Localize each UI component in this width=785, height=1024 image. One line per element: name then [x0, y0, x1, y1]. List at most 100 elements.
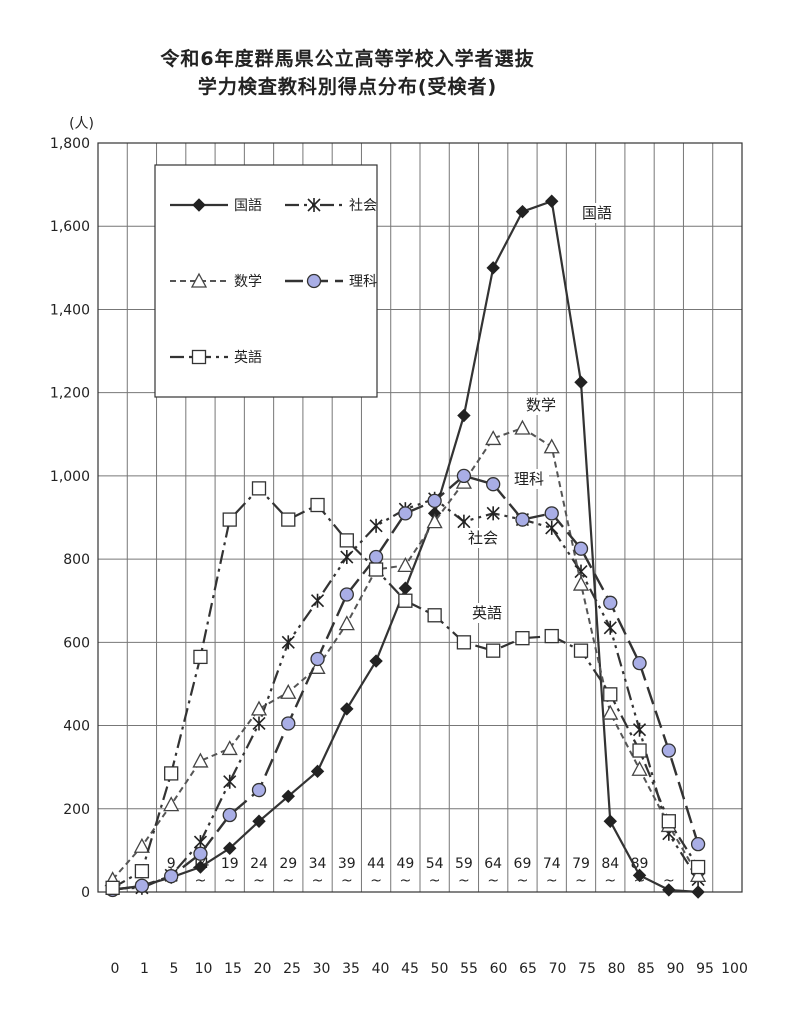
data-point	[222, 807, 237, 823]
x-tick-label: 20	[254, 961, 272, 977]
data-point	[603, 814, 617, 828]
series-label-bg	[509, 469, 549, 489]
series-label-bg	[521, 395, 561, 415]
bin-upper-label: 24	[250, 856, 268, 872]
x-tick-label: 50	[431, 961, 449, 977]
bin-tilde: ~	[282, 873, 294, 889]
legend-label: 国語	[234, 198, 262, 214]
x-tick-label: 45	[401, 961, 419, 977]
x-tick-label: 85	[637, 961, 655, 977]
data-point	[251, 782, 267, 798]
data-point	[427, 493, 442, 509]
bin-tilde: ~	[663, 873, 675, 889]
y-tick-label: 1,600	[50, 219, 90, 235]
data-point	[572, 575, 590, 591]
bin-tilde: ~	[487, 873, 499, 889]
bin-upper-label: 44	[367, 856, 385, 872]
legend-box	[154, 164, 378, 398]
x-tick-label: 5	[170, 961, 179, 977]
x-tick-label: 60	[490, 961, 508, 977]
data-point	[133, 837, 150, 853]
data-point	[632, 722, 647, 737]
data-point	[426, 513, 443, 529]
x-tick-label: 95	[696, 961, 714, 977]
data-point	[280, 683, 297, 699]
bin-upper-label: 9	[167, 856, 176, 872]
data-point	[398, 593, 413, 608]
data-point	[543, 438, 560, 454]
data-point	[164, 766, 179, 781]
data-point	[339, 533, 354, 548]
y-tick-label: 1,800	[50, 136, 90, 152]
x-tick-label: 90	[667, 961, 685, 977]
legend-marker	[190, 272, 208, 288]
data-point	[486, 261, 500, 275]
data-point	[456, 635, 472, 650]
bin-tilde: ~	[224, 873, 236, 889]
bin-tilde: ~	[429, 873, 441, 889]
x-tick-label: 35	[342, 961, 360, 977]
bin-tilde: ~	[546, 873, 558, 889]
data-point	[603, 687, 618, 702]
x-tick-label: 30	[313, 961, 331, 977]
data-point	[252, 716, 266, 731]
series-line-4	[112, 486, 700, 889]
bin-tilde: ~	[517, 873, 529, 889]
bin-upper-label: 69	[514, 856, 532, 872]
legend-marker	[192, 198, 206, 212]
data-point	[602, 704, 619, 720]
data-point	[515, 631, 530, 646]
y-tick-label: 1,000	[50, 469, 90, 485]
data-point	[368, 549, 384, 565]
chart-subtitle: 学力検査教科別得点分布(受検者)	[197, 76, 498, 98]
data-point	[105, 880, 120, 895]
legend-marker	[307, 198, 321, 212]
data-point	[514, 419, 531, 435]
data-point	[486, 643, 501, 658]
bin-tilde: ~	[604, 873, 616, 889]
data-point	[632, 868, 647, 883]
data-point	[368, 562, 384, 577]
y-tick-label: 200	[63, 802, 90, 818]
bin-upper-label: 19	[221, 856, 239, 872]
data-point	[134, 864, 150, 879]
data-point	[338, 615, 355, 631]
y-tick-label: 800	[63, 552, 90, 568]
bin-tilde: ~	[399, 873, 411, 889]
chart-title: 令和6年度群馬県公立高等学校入学者選抜	[160, 48, 535, 70]
data-point	[545, 194, 559, 208]
y-tick-label: 600	[63, 635, 90, 651]
data-point	[457, 514, 471, 529]
data-point	[163, 796, 180, 812]
x-tick-label: 10	[195, 961, 213, 977]
legend-label: 理科	[349, 274, 377, 290]
data-point	[515, 204, 530, 219]
bin-tilde: ~	[195, 873, 207, 889]
y-tick-label: 400	[63, 719, 90, 735]
series-line-3	[112, 474, 700, 892]
x-tick-label: 100	[721, 961, 748, 977]
bin-upper-label: 59	[455, 856, 473, 872]
data-point	[369, 654, 383, 668]
data-point	[193, 649, 208, 665]
data-point	[662, 883, 676, 897]
data-point	[603, 620, 617, 635]
data-point	[690, 859, 706, 875]
data-point	[281, 789, 295, 804]
data-point	[310, 651, 325, 667]
data-point	[544, 628, 559, 644]
bin-tilde: ~	[312, 873, 324, 889]
bin-tilde: ~	[253, 873, 265, 889]
x-tick-label: 75	[578, 961, 596, 977]
x-tick-label: 65	[519, 961, 537, 977]
x-tick-label: 15	[224, 961, 242, 977]
data-point	[223, 841, 237, 856]
series-label: 数学	[526, 396, 556, 414]
legend-marker	[191, 349, 207, 365]
data-point	[252, 814, 266, 828]
data-point	[690, 866, 707, 883]
data-point	[632, 655, 647, 671]
y-axis-label: (人)	[69, 116, 94, 132]
x-tick-label: 40	[372, 961, 390, 977]
bin-upper-label: 54	[426, 856, 444, 872]
